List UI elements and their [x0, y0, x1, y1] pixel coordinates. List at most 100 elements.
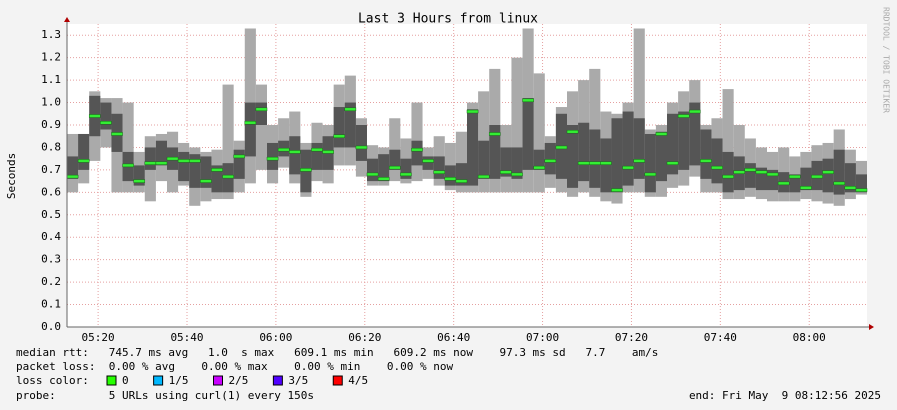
- median-marker: [100, 121, 112, 125]
- smoke-band: [289, 136, 301, 175]
- median-marker: [377, 177, 390, 181]
- median-marker: [644, 172, 657, 177]
- median-marker: [622, 165, 634, 170]
- stats-line: packet loss: 0.00 % avg 0.00 % max 0.00 …: [16, 360, 453, 373]
- y-tick-label: 0.3: [41, 253, 61, 266]
- smoke-band: [522, 98, 534, 170]
- median-marker: [288, 150, 301, 154]
- x-tick-label: 07:20: [615, 331, 648, 344]
- loss-swatch-label: 3/5: [288, 374, 308, 387]
- smoke-band: [567, 125, 579, 188]
- median-marker: [833, 181, 846, 186]
- median-marker: [855, 188, 868, 192]
- loss-swatch-label: 0: [122, 374, 129, 387]
- smoke-band: [544, 142, 556, 175]
- smoke-band: [67, 156, 79, 179]
- watermark: RRDTOOL / TOBI OETIKER: [882, 7, 891, 113]
- smoke-band: [844, 163, 856, 193]
- median-marker: [655, 132, 668, 136]
- median-marker: [744, 168, 757, 172]
- loss-swatch-label: 1/5: [169, 374, 189, 387]
- smoke-band: [800, 167, 812, 191]
- median-marker: [444, 177, 457, 181]
- smoke-band: [833, 149, 845, 195]
- smoke-band: [100, 102, 112, 130]
- median-marker: [588, 161, 601, 165]
- end-time: end: Fri May 9 08:12:56 2025: [689, 389, 881, 402]
- smoke-band: [455, 163, 467, 186]
- x-tick-label: 05:20: [82, 331, 115, 344]
- median-marker: [633, 159, 646, 163]
- smoke-band: [355, 125, 367, 161]
- smoke-band: [133, 165, 145, 186]
- median-marker: [500, 170, 512, 174]
- smoke-band: [222, 84, 234, 200]
- smoke-band: [667, 113, 679, 175]
- smoke-band: [467, 109, 479, 186]
- smoke-band: [267, 142, 279, 170]
- median-marker: [555, 145, 568, 150]
- median-marker: [677, 114, 690, 118]
- smoke-band: [711, 138, 723, 184]
- smoke-band: [767, 169, 779, 191]
- stats-line: median rtt: 745.7 ms avg 1.0 s max 609.1…: [16, 346, 658, 359]
- smoke-band: [389, 149, 401, 170]
- chart-title: Last 3 Hours from linux: [358, 12, 538, 27]
- median-marker: [344, 107, 357, 112]
- median-marker: [311, 147, 323, 152]
- smoke-band: [822, 158, 834, 193]
- smoke-band: [233, 149, 245, 179]
- smoke-band: [500, 147, 512, 177]
- median-marker: [488, 132, 501, 136]
- y-tick-label: 0.6: [41, 185, 61, 198]
- median-marker: [133, 179, 146, 183]
- median-marker: [333, 134, 346, 138]
- smoke-band: [367, 158, 379, 182]
- loss-swatch: [272, 375, 283, 386]
- median-marker: [666, 161, 679, 165]
- median-marker: [233, 154, 246, 159]
- median-marker: [200, 179, 212, 183]
- loss-swatch: [332, 375, 343, 386]
- smoke-band: [155, 140, 167, 166]
- median-marker: [300, 168, 312, 172]
- smoke-band: [511, 57, 523, 193]
- median-marker: [266, 156, 279, 161]
- smoke-band: [489, 125, 501, 179]
- smoke-band: [244, 102, 256, 157]
- loss-label: loss color:: [16, 374, 89, 387]
- smoke-band: [600, 138, 612, 193]
- smoke-band: [211, 165, 223, 193]
- y-tick-label: 0.9: [41, 118, 61, 131]
- median-marker: [566, 129, 579, 134]
- smoke-band: [755, 167, 767, 191]
- smoke-band: [644, 133, 656, 193]
- smoke-band: [333, 107, 345, 148]
- smoke-band: [78, 133, 90, 170]
- smoke-band: [722, 151, 734, 193]
- loss-swatch: [153, 375, 164, 386]
- median-marker: [822, 170, 834, 174]
- median-marker: [322, 150, 334, 154]
- y-tick-label: 1.0: [41, 96, 61, 109]
- median-marker: [688, 109, 701, 114]
- median-marker: [211, 168, 223, 172]
- median-marker: [433, 170, 446, 174]
- median-marker: [366, 172, 379, 177]
- x-tick-label: 06:20: [348, 331, 381, 344]
- median-marker: [122, 163, 134, 168]
- smoke-band: [378, 154, 390, 182]
- median-marker: [811, 174, 823, 179]
- median-marker: [522, 98, 534, 103]
- median-marker: [477, 174, 490, 179]
- median-marker: [511, 172, 523, 177]
- y-axis-label: Seconds: [5, 153, 18, 199]
- median-marker: [755, 170, 768, 174]
- median-marker: [766, 172, 779, 177]
- x-tick-label: 08:00: [793, 331, 826, 344]
- smoke-band: [689, 102, 701, 166]
- smoke-band: [678, 111, 690, 170]
- median-marker: [177, 159, 190, 163]
- median-marker: [411, 147, 423, 152]
- median-marker: [533, 165, 546, 170]
